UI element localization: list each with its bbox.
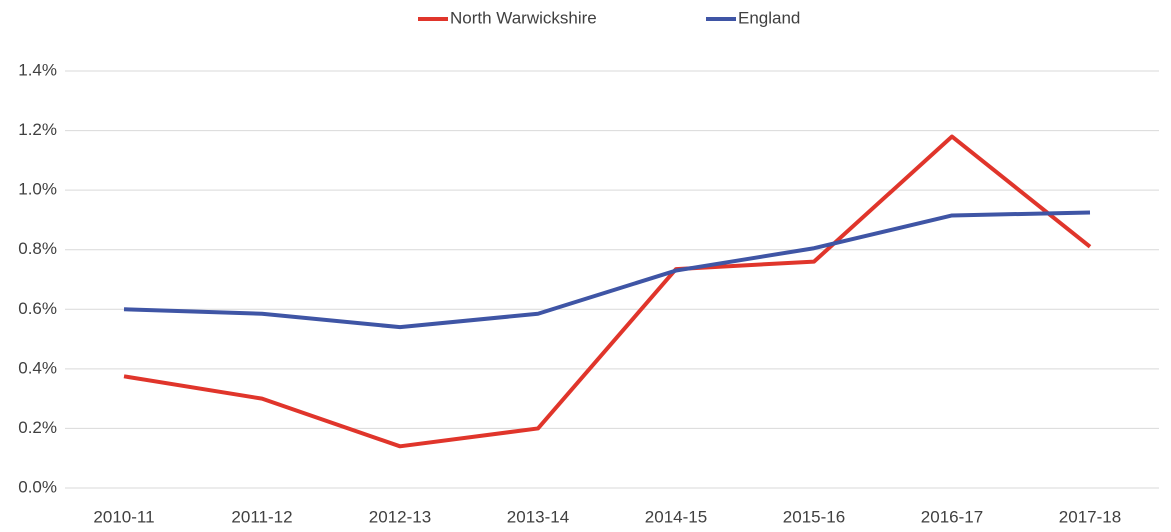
x-tick-label: 2016-17	[921, 507, 983, 526]
x-tick-label: 2012-13	[369, 507, 431, 526]
x-tick-label: 2013-14	[507, 507, 569, 526]
series-line	[123, 134, 1092, 449]
x-tick-label: 2010-11	[93, 507, 154, 526]
y-tick-label: 0.0%	[18, 477, 57, 496]
x-tick-label: 2015-16	[783, 507, 845, 526]
legend-label: North Warwickshire	[450, 8, 597, 27]
y-tick-label: 0.4%	[18, 358, 57, 377]
series-line	[123, 210, 1091, 330]
y-tick-label: 0.2%	[18, 418, 57, 437]
y-tick-label: 1.2%	[18, 120, 57, 139]
legend-label: England	[738, 8, 800, 27]
y-tick-label: 0.8%	[18, 239, 57, 258]
y-tick-label: 1.0%	[18, 180, 57, 199]
x-tick-label: 2017-18	[1059, 507, 1121, 526]
x-tick-label: 2014-15	[645, 507, 707, 526]
y-tick-label: 0.6%	[18, 299, 57, 318]
x-tick-label: 2011-12	[231, 507, 292, 526]
y-tick-label: 1.4%	[18, 60, 57, 79]
